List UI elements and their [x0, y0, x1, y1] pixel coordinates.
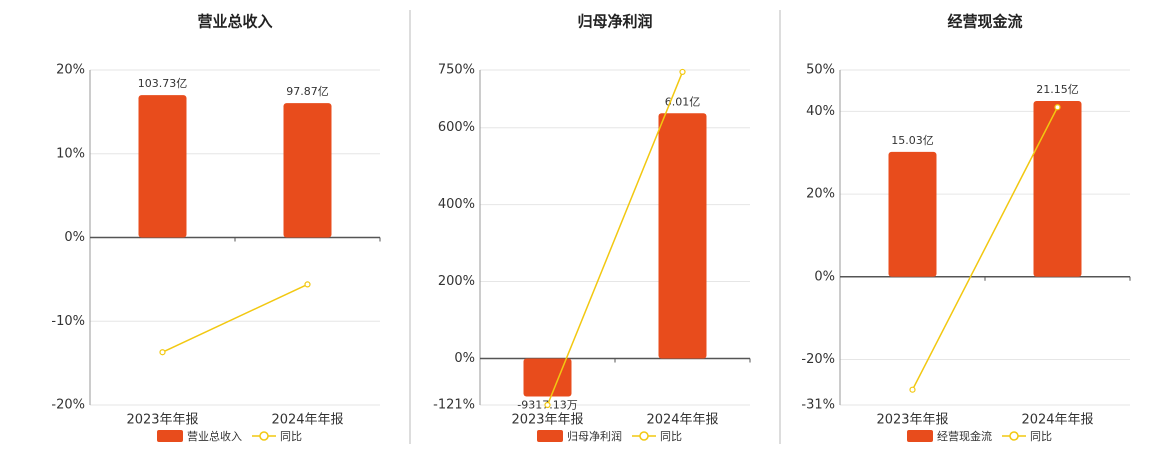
bar-value-label: 103.73亿: [138, 77, 188, 90]
legend-swatch: [157, 430, 183, 442]
yoy-line: [162, 283, 308, 353]
legend-marker: [259, 431, 269, 441]
y-tick-label: 400%: [438, 197, 475, 212]
y-tick-label: 0%: [454, 351, 475, 366]
y-tick-label: -20%: [801, 352, 835, 367]
yoy-line: [911, 106, 1059, 391]
bar-value-label: 97.87亿: [286, 85, 329, 98]
bar: [283, 103, 332, 238]
y-tick-label: 50%: [806, 63, 835, 78]
bar-value-label: 15.03亿: [891, 134, 934, 147]
bar: [138, 95, 187, 238]
y-tick-label: -10%: [51, 314, 85, 329]
y-tick-label: 750%: [438, 63, 475, 78]
legend-swatch: [537, 430, 563, 442]
chart-title: 营业总收入: [197, 13, 272, 31]
legend-label: 营业总收入: [187, 429, 242, 443]
y-tick-label: 10%: [56, 146, 85, 161]
y-tick-label: -20%: [51, 398, 85, 413]
x-tick-label: 2023年年报: [511, 413, 583, 428]
y-tick-label: 20%: [56, 63, 85, 78]
bar-value-label: 6.01亿: [665, 95, 701, 108]
y-tick-label: 200%: [438, 274, 475, 289]
legend-label: 归母净利润: [567, 429, 622, 443]
legend-label: 同比: [1030, 430, 1052, 443]
legend-marker: [639, 431, 649, 441]
x-tick-label: 2023年年报: [876, 413, 948, 428]
yoy-point: [679, 68, 686, 76]
yoy-point: [909, 386, 916, 393]
bar: [888, 151, 937, 277]
x-tick-label: 2024年年报: [271, 413, 343, 428]
chart-title: 归母净利润: [577, 13, 652, 31]
legend-label: 经营现金流: [937, 429, 992, 443]
y-tick-label: -121%: [433, 398, 475, 413]
legend-marker: [1009, 431, 1019, 441]
yoy-line: [546, 71, 684, 406]
bar-value-label: 21.15亿: [1036, 83, 1079, 96]
y-tick-label: 40%: [806, 104, 835, 119]
bar: [523, 358, 572, 397]
y-tick-label: 0%: [64, 230, 85, 245]
legend-label: 同比: [660, 430, 682, 443]
chart-title: 经营现金流: [947, 13, 1022, 31]
legend-swatch: [907, 430, 933, 442]
y-tick-label: -31%: [801, 398, 835, 413]
y-tick-label: 20%: [806, 187, 835, 202]
bar: [1033, 101, 1082, 277]
x-tick-label: 2024年年报: [1021, 413, 1093, 428]
y-tick-label: 0%: [814, 269, 835, 284]
legend-label: 同比: [280, 430, 302, 443]
yoy-point: [159, 349, 166, 356]
x-tick-label: 2023年年报: [126, 413, 198, 428]
yoy-point: [1054, 104, 1061, 111]
yoy-point: [304, 281, 311, 288]
y-tick-label: 600%: [438, 120, 475, 135]
yoy-point: [544, 401, 551, 409]
x-tick-label: 2024年年报: [646, 413, 718, 428]
bar: [658, 113, 707, 359]
